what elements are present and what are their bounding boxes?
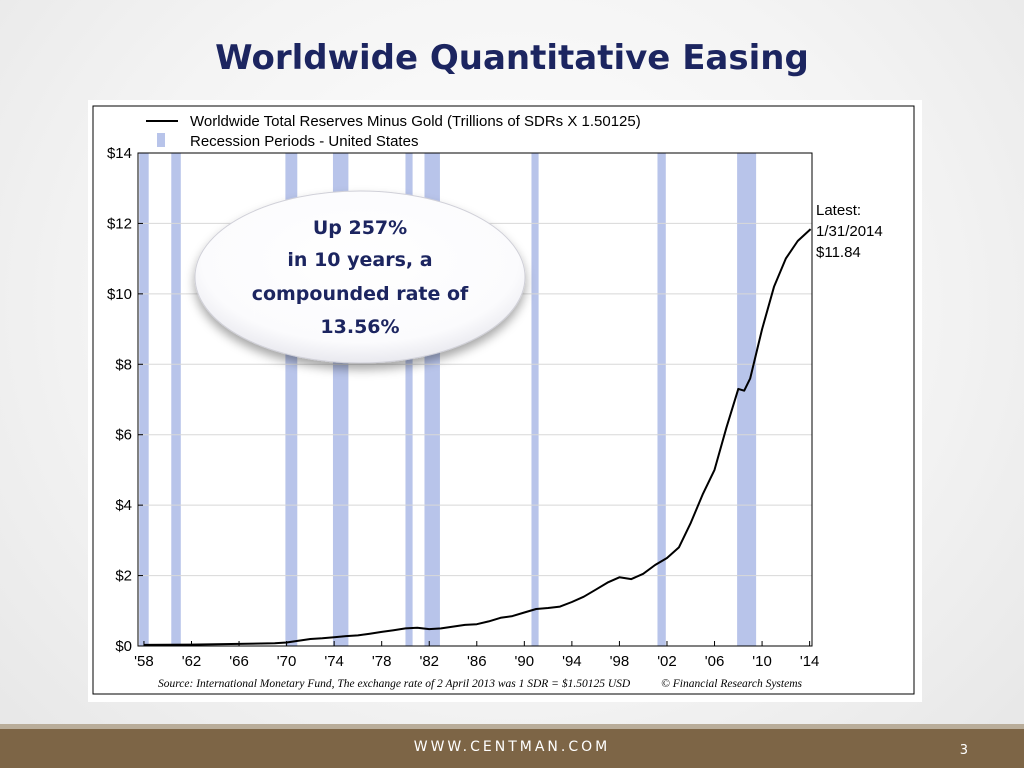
annotation-latest: Latest:	[816, 202, 861, 219]
legend-label-reserves: Worldwide Total Reserves Minus Gold (Tri…	[190, 113, 641, 130]
x-tick-label: '66	[229, 653, 249, 670]
chart-border	[92, 105, 915, 695]
footer-divider	[0, 724, 1024, 729]
x-tick-label: '58	[134, 653, 154, 670]
callout-line-3: compounded rate of	[252, 283, 469, 305]
y-tick-label: $2	[115, 568, 132, 585]
y-tick-label: $10	[107, 286, 132, 303]
reserves-chart: $0 $2 $4 $6 $8 $10 $12 $14 '58 '62 '66 '70 '74 '78 '82…	[92, 105, 915, 695]
recession-band	[405, 153, 413, 646]
callout-line-1: Up 257%	[313, 217, 407, 239]
series-line-reserves	[143, 228, 812, 646]
footer-site-link[interactable]: WWW.CENTMAN.COM	[413, 739, 611, 755]
y-tick-label: $8	[115, 356, 132, 373]
y-tick-label: $0	[115, 638, 132, 655]
x-tick-label: '74	[324, 653, 344, 670]
x-tick-label: '02	[657, 653, 677, 670]
recession-band	[531, 153, 539, 646]
x-tick-label: '82	[419, 653, 439, 670]
recession-band	[139, 153, 149, 646]
annotation-value: $11.84	[816, 244, 861, 261]
recession-bands	[139, 153, 757, 646]
y-tick-label: $6	[115, 427, 132, 444]
x-tick-label: '94	[562, 653, 582, 670]
legend-label-recessions: Recession Periods - United States	[190, 133, 418, 150]
recession-band	[737, 153, 757, 646]
x-tick-label: '14	[800, 653, 820, 670]
recession-band	[657, 153, 666, 646]
x-tick-label: '62	[182, 653, 202, 670]
y-tick-label: $14	[107, 145, 132, 162]
slide-title: Worldwide Quantitative Easing	[215, 38, 809, 78]
legend-band-swatch	[157, 133, 165, 147]
plot-area	[137, 152, 813, 647]
y-tick-label: $12	[107, 215, 132, 232]
x-tick-label: '98	[610, 653, 630, 670]
callout-bubble	[194, 190, 526, 364]
x-tick-label: '10	[752, 653, 772, 670]
recession-band	[285, 153, 298, 646]
callout-line-2: in 10 years, a	[287, 249, 432, 271]
axes: $0 $2 $4 $6 $8 $10 $12 $14 '58 '62 '66 '70 '74 '78 '82…	[107, 145, 819, 670]
x-tick-label: '70	[277, 653, 297, 670]
x-tick-label: '90	[515, 653, 535, 670]
source-note: Source: International Monetary Fund, The…	[158, 677, 631, 690]
page-number: 3	[959, 743, 968, 758]
callout-line-4: 13.56%	[320, 316, 399, 338]
y-tick-label: $4	[115, 497, 132, 514]
annotation-date: 1/31/2014	[816, 223, 883, 240]
x-tick-label: '78	[372, 653, 392, 670]
footer-bar: WWW.CENTMAN.COM 3	[0, 729, 1024, 768]
x-tick-label: '86	[467, 653, 487, 670]
recession-band	[171, 153, 181, 646]
series-layer	[143, 228, 812, 646]
chart-frame: $0 $2 $4 $6 $8 $10 $12 $14 '58 '62 '66 '70 '74 '78 '82…	[88, 100, 922, 702]
x-tick-label: '06	[705, 653, 725, 670]
credit-note: © Financial Research Systems	[661, 678, 802, 690]
